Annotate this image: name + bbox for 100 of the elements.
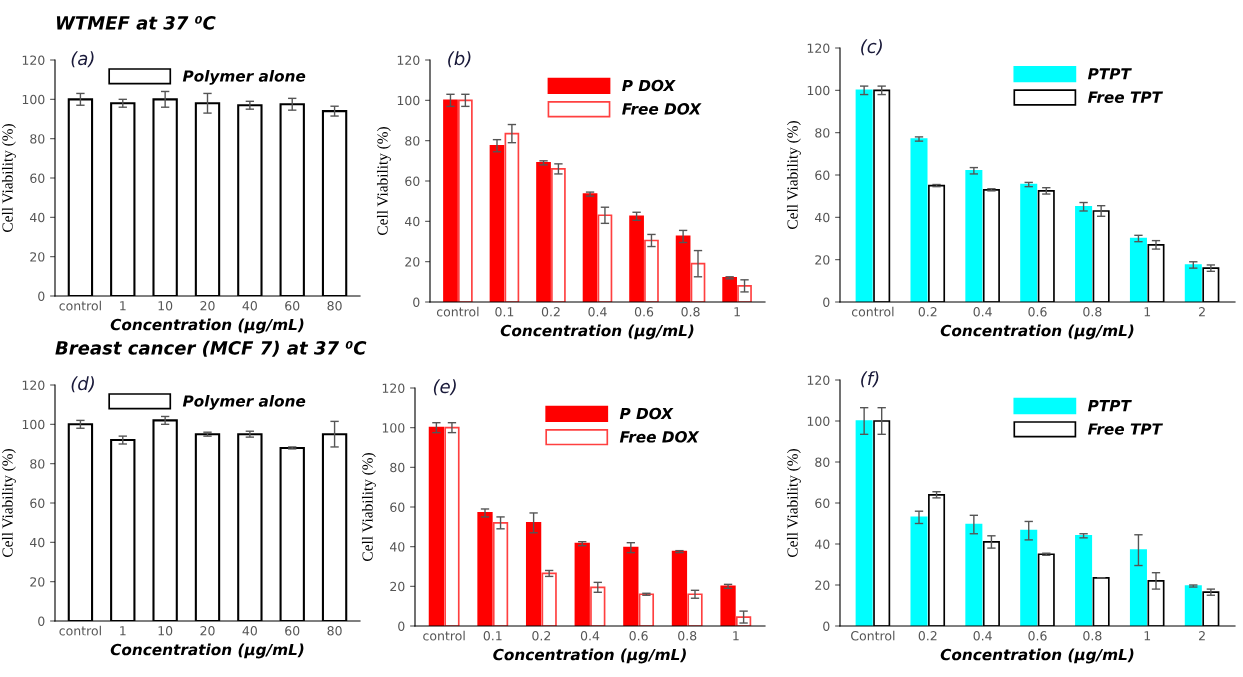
bar — [855, 420, 873, 626]
y-axis-title: Cell Viability (%) — [786, 121, 801, 229]
y-tick-label: 0 — [38, 291, 45, 301]
x-tick-label: 0.8 — [678, 631, 697, 641]
x-tick-label: 0.6 — [634, 307, 654, 317]
legend-label: Free TPT — [1087, 91, 1163, 103]
legend-label: P DOX — [622, 79, 676, 92]
bar — [525, 522, 542, 626]
y-axis-title: Cell Viability (%) — [376, 127, 391, 235]
y-tick-label: 120 — [382, 383, 405, 393]
legend-label: Free DOX — [619, 431, 700, 443]
bar — [1184, 585, 1202, 626]
y-tick-label: 120 — [22, 380, 45, 390]
x-axis-title: Concentration (μg/mL) — [110, 318, 304, 334]
bar — [1075, 534, 1093, 626]
x-axis-title: Concentration (μg/mL) — [940, 324, 1134, 340]
bar — [965, 169, 983, 302]
x-tick-label: 0.2 — [918, 307, 937, 317]
bar — [720, 585, 736, 626]
y-tick-label: 120 — [22, 55, 45, 65]
x-tick-label: 0.8 — [681, 307, 700, 317]
y-tick-label: 80 — [30, 134, 45, 144]
bar — [489, 144, 505, 302]
y-axis-title: Cell Viability (%) — [1, 449, 16, 557]
legend-label: Free DOX — [622, 103, 702, 115]
y-tick-label: 80 — [815, 457, 830, 467]
chart-title: Breast cancer (MCF 7) at 37 ⁰C — [55, 340, 367, 357]
x-tick-label: 0.6 — [1028, 631, 1047, 641]
legend-label: PTPT — [1087, 68, 1132, 80]
x-tick-label: 1 — [120, 626, 126, 636]
bar — [629, 215, 644, 302]
x-tick-label: 0.4 — [973, 631, 992, 641]
annotation: (a) — [71, 51, 94, 68]
y-tick-label: 0 — [413, 297, 420, 307]
bar — [638, 593, 655, 626]
legend-label: P DOX — [619, 407, 674, 420]
x-tick-label: 1 — [120, 301, 126, 311]
y-tick-label: 100 — [382, 423, 405, 433]
bar — [492, 522, 509, 626]
legend-label: Polymer alone — [182, 69, 306, 85]
y-tick-label: 100 — [22, 419, 45, 430]
bar — [965, 523, 983, 626]
y-tick-label: 20 — [815, 255, 830, 265]
bar — [536, 162, 551, 302]
x-tick-label: 0.2 — [541, 307, 560, 317]
x-tick-label: 0.4 — [580, 631, 600, 641]
y-tick-label: 0 — [823, 297, 830, 307]
y-tick-label: 60 — [390, 502, 405, 512]
chart-title: WTMEF at 37 ⁰C — [56, 16, 216, 30]
bar — [1129, 549, 1147, 626]
x-tick-label: 1 — [734, 307, 740, 317]
annotation: (d) — [71, 376, 94, 393]
y-tick-label: 100 — [397, 95, 420, 106]
bar — [1129, 237, 1147, 302]
x-tick-label: Control — [851, 630, 895, 641]
annotation: (e) — [433, 379, 456, 396]
legend-label: Free TPT — [1087, 423, 1163, 435]
bar — [477, 512, 493, 626]
y-tick-label: 0 — [398, 621, 405, 631]
y-tick-label: 60 — [30, 173, 45, 183]
x-tick-label: 80 — [327, 626, 342, 636]
bar — [551, 168, 566, 302]
bar — [582, 193, 598, 302]
bar — [458, 99, 473, 302]
x-tick-label: control — [59, 300, 101, 311]
x-tick-label: 10 — [158, 626, 173, 636]
x-tick-label: 0.6 — [1028, 307, 1047, 317]
y-tick-label: 60 — [30, 498, 45, 508]
x-tick-label: 0.4 — [973, 307, 992, 317]
bar — [722, 276, 737, 302]
y-tick-label: 40 — [389, 542, 405, 552]
x-tick-label: 60 — [285, 301, 300, 311]
x-tick-label: 40 — [242, 301, 257, 311]
y-tick-label: 80 — [405, 136, 420, 146]
bar — [597, 214, 613, 302]
y-tick-label: 100 — [807, 416, 830, 426]
x-axis-title: Concentration (μg/mL) — [940, 648, 1134, 664]
y-tick-label: 60 — [815, 498, 830, 508]
bar — [428, 426, 445, 626]
y-tick-label: 120 — [807, 375, 830, 385]
bar — [623, 546, 639, 626]
x-tick-label: 1 — [1144, 631, 1151, 641]
x-tick-label: 40 — [242, 626, 257, 636]
y-tick-label: 80 — [30, 459, 45, 469]
x-axis-title: Concentration (μg/mL) — [500, 324, 694, 340]
x-tick-label: 0.2 — [532, 631, 551, 641]
y-tick-label: 20 — [815, 580, 830, 590]
y-tick-label: 80 — [815, 128, 830, 138]
y-axis-title: Cell Viability (%) — [361, 453, 376, 561]
bar — [855, 89, 873, 302]
x-tick-label: 2 — [1199, 631, 1205, 641]
bar — [1020, 529, 1038, 626]
bar — [675, 235, 691, 302]
x-tick-label: 20 — [200, 301, 215, 311]
x-tick-label: 1 — [733, 631, 739, 641]
y-tick-label: 40 — [814, 212, 830, 223]
bar — [444, 426, 460, 626]
x-tick-label: control — [423, 630, 465, 641]
bar — [671, 550, 688, 626]
x-tick-label: 2 — [1199, 307, 1205, 317]
